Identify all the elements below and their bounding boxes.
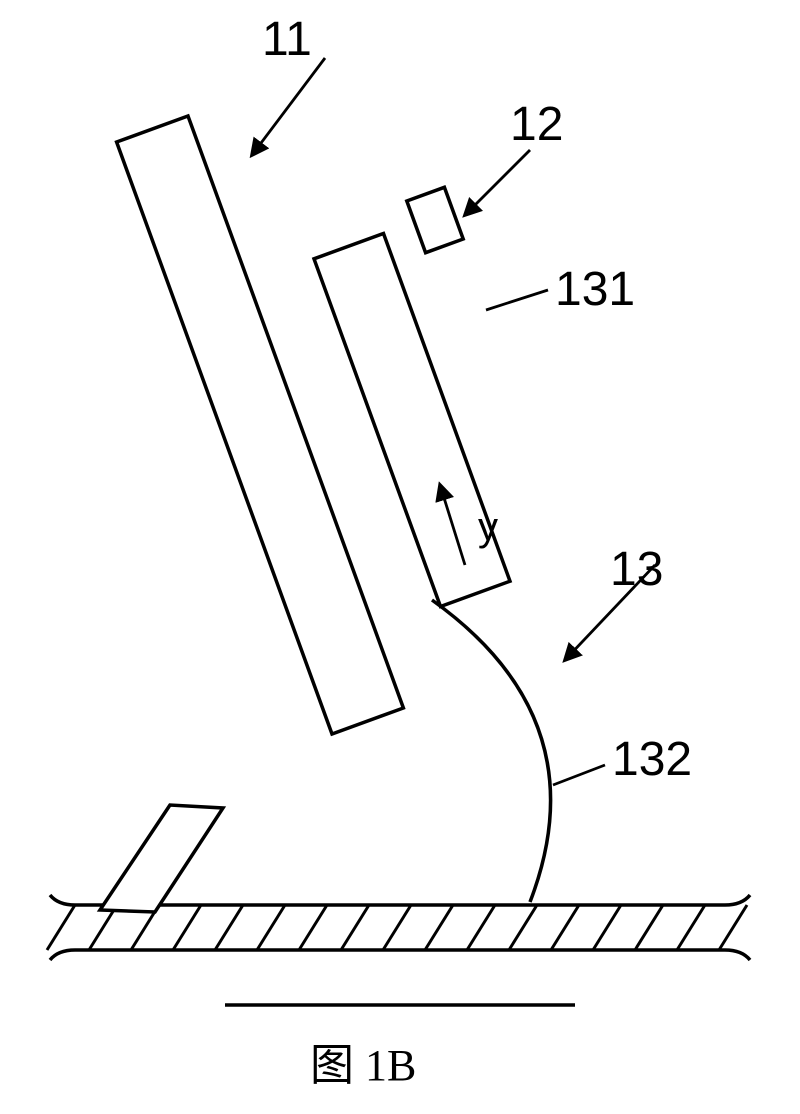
leader-n132 (553, 765, 605, 785)
label-n12: 12 (510, 98, 563, 151)
part-12 (407, 187, 463, 252)
label-n11: 11 (262, 13, 312, 66)
leader-n12 (465, 150, 530, 215)
leader-n131 (486, 290, 548, 310)
ground-hatch (383, 905, 411, 950)
label-n132: 132 (612, 733, 692, 786)
ground-hatch (341, 905, 369, 950)
ground-hatch (509, 905, 537, 950)
part-11 (117, 116, 404, 734)
ground-bottom (50, 950, 750, 960)
part-11-foot (100, 805, 223, 912)
ground-hatch (467, 905, 495, 950)
label-y: y (478, 505, 498, 549)
ground-hatch (593, 905, 621, 950)
ground-hatch (425, 905, 453, 950)
label-n131: 131 (555, 263, 635, 316)
ground-hatch (47, 905, 75, 950)
label-n13: 13 (610, 543, 663, 596)
ground-hatch (719, 905, 747, 950)
ground-hatch (551, 905, 579, 950)
ground-hatch (215, 905, 243, 950)
ground-hatch (173, 905, 201, 950)
ground-hatch (635, 905, 663, 950)
ground-hatch (257, 905, 285, 950)
ground-hatch (299, 905, 327, 950)
ground-hatch (677, 905, 705, 950)
figure-caption: 图 1B (310, 1041, 416, 1090)
leader-n11 (252, 58, 325, 155)
part-132-arc (432, 600, 551, 902)
